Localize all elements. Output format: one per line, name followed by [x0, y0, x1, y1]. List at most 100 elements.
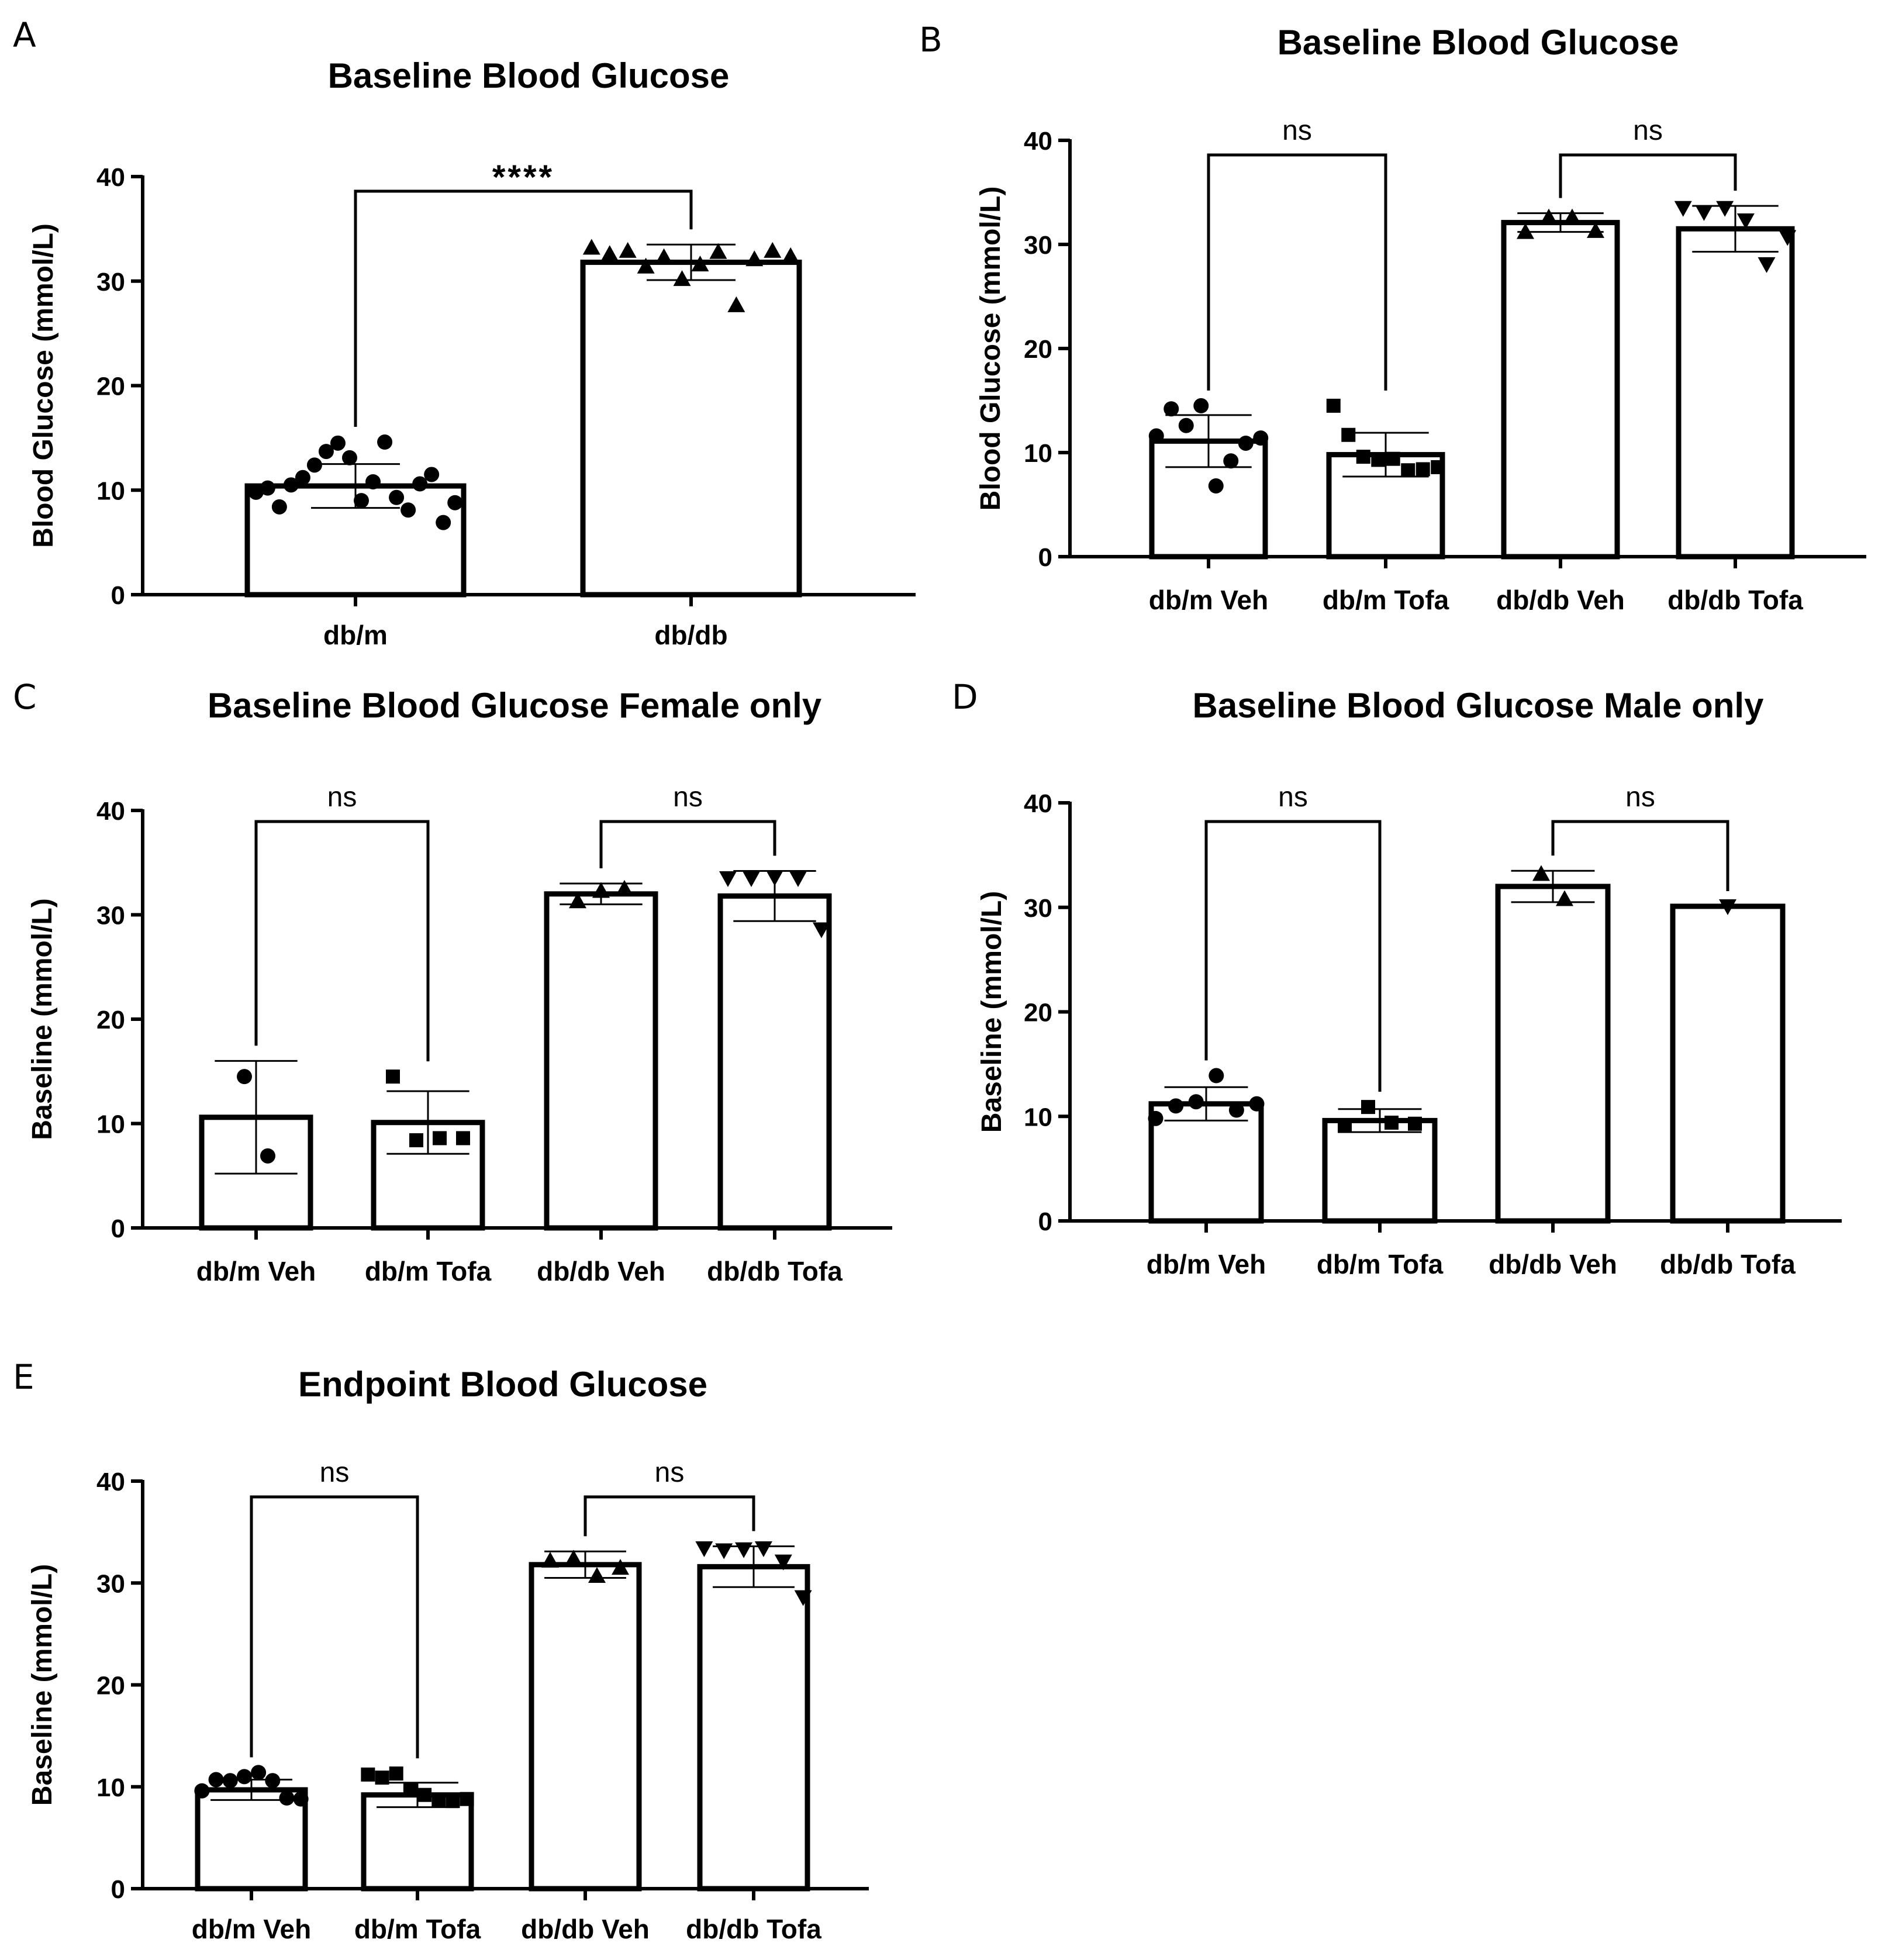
- data-point: [569, 892, 586, 909]
- data-point: [715, 1543, 733, 1559]
- data-point: [1168, 1098, 1184, 1114]
- y-tick-label: 20: [1024, 999, 1052, 1027]
- data-point: [1716, 201, 1734, 217]
- y-axis-label: Baseline (mmol/L): [27, 1564, 58, 1806]
- significance-label: ns: [1633, 115, 1663, 146]
- x-tick-label: db/db Veh: [537, 1256, 665, 1286]
- data-point: [774, 1554, 792, 1571]
- data-point: [401, 502, 416, 518]
- data-point: [541, 1551, 559, 1568]
- data-point: [619, 241, 637, 258]
- panel-letter: E: [13, 1357, 34, 1397]
- data-point: [1408, 1116, 1422, 1131]
- data-point: [1587, 222, 1604, 238]
- significance-bracket: [599, 820, 776, 868]
- y-tick-label: 20: [96, 372, 125, 401]
- data-point: [260, 480, 275, 496]
- y-tick-label: 10: [96, 1110, 125, 1139]
- data-point: [386, 1069, 400, 1084]
- data-point: [794, 1590, 812, 1606]
- data-point: [1148, 428, 1164, 444]
- data-point: [446, 1794, 460, 1809]
- significance-bracket: [250, 1495, 419, 1759]
- y-tick-label: 0: [1038, 543, 1052, 572]
- data-point: [1338, 1119, 1352, 1133]
- data-point: [409, 1133, 423, 1148]
- significance-label: ns: [320, 1457, 350, 1488]
- data-point: [1758, 257, 1776, 273]
- data-point: [673, 270, 691, 287]
- data-point: [1385, 1115, 1399, 1130]
- data-point: [813, 922, 830, 938]
- data-point: [1148, 1110, 1163, 1126]
- data-point: [743, 871, 760, 888]
- data-point: [1253, 430, 1269, 446]
- data-point: [1431, 460, 1445, 474]
- data-point: [293, 1791, 309, 1807]
- bar: [1670, 903, 1786, 1224]
- data-point: [1326, 398, 1341, 413]
- data-point: [318, 444, 334, 460]
- data-point: [251, 1765, 267, 1780]
- data-point: [789, 871, 807, 888]
- y-tick-label: 20: [1024, 335, 1052, 364]
- data-point: [655, 248, 673, 264]
- data-point: [194, 1783, 210, 1799]
- bar: [361, 1792, 474, 1892]
- y-tick-label: 30: [1024, 231, 1052, 260]
- panel-e: E Endpoint Blood Glucose Baseline (mmol/L)…: [13, 1357, 869, 1944]
- data-point: [1371, 453, 1386, 467]
- data-point: [709, 243, 727, 259]
- y-tick-label: 30: [96, 1569, 125, 1598]
- y-tick-label: 0: [111, 581, 125, 610]
- y-tick-label: 40: [96, 1468, 125, 1496]
- y-tick-label: 20: [96, 1672, 125, 1700]
- data-point: [637, 257, 655, 274]
- data-point: [1188, 1094, 1204, 1110]
- panel-a: A Baseline Blood Glucose Blood Glucose (mm…: [13, 15, 916, 650]
- significance-label: ns: [655, 1457, 685, 1488]
- data-point: [1193, 398, 1209, 413]
- significance-bracket: [1204, 820, 1382, 1092]
- data-point: [341, 450, 357, 465]
- data-point: [260, 1148, 275, 1164]
- chart-title: Baseline Blood Glucose Female only: [208, 686, 822, 725]
- data-point: [1779, 230, 1797, 246]
- data-point: [283, 477, 299, 493]
- bar: [544, 891, 658, 1231]
- data-point: [1228, 1102, 1244, 1118]
- x-tick-label: db/db Veh: [1489, 1249, 1617, 1279]
- data-point: [389, 1766, 403, 1781]
- y-axis-label: Blood Glucose (mmol/L): [28, 223, 59, 548]
- data-point: [1719, 899, 1736, 915]
- data-point: [433, 1131, 447, 1145]
- data-point: [1401, 463, 1415, 478]
- data-point: [719, 871, 737, 888]
- data-point: [1415, 462, 1430, 477]
- bar: [1322, 1117, 1438, 1224]
- data-point: [417, 1788, 432, 1802]
- data-point: [1517, 223, 1534, 239]
- x-tick-label: db/db Veh: [521, 1914, 650, 1944]
- x-tick-label: db/db Tofa: [1667, 585, 1803, 615]
- data-point: [1223, 453, 1239, 469]
- significance-label: ns: [673, 782, 703, 813]
- data-point: [735, 1542, 753, 1558]
- data-point: [1540, 208, 1558, 225]
- y-tick-label: 40: [96, 163, 125, 192]
- x-tick-label: db/db Tofa: [707, 1256, 843, 1286]
- chart-title: Baseline Blood Glucose: [328, 56, 730, 95]
- y-axis-label: Baseline (mmol/L): [27, 898, 58, 1140]
- data-point: [365, 474, 381, 489]
- data-point: [782, 247, 800, 263]
- data-point: [616, 879, 633, 896]
- data-point: [754, 1541, 772, 1558]
- data-point: [727, 296, 745, 312]
- chart-title: Baseline Blood Glucose: [1278, 23, 1679, 62]
- data-point: [222, 1773, 238, 1789]
- data-point: [1532, 865, 1550, 881]
- data-point: [236, 1769, 252, 1785]
- x-tick-label: db/m Veh: [1147, 1249, 1266, 1279]
- significance-label: ns: [1282, 115, 1312, 146]
